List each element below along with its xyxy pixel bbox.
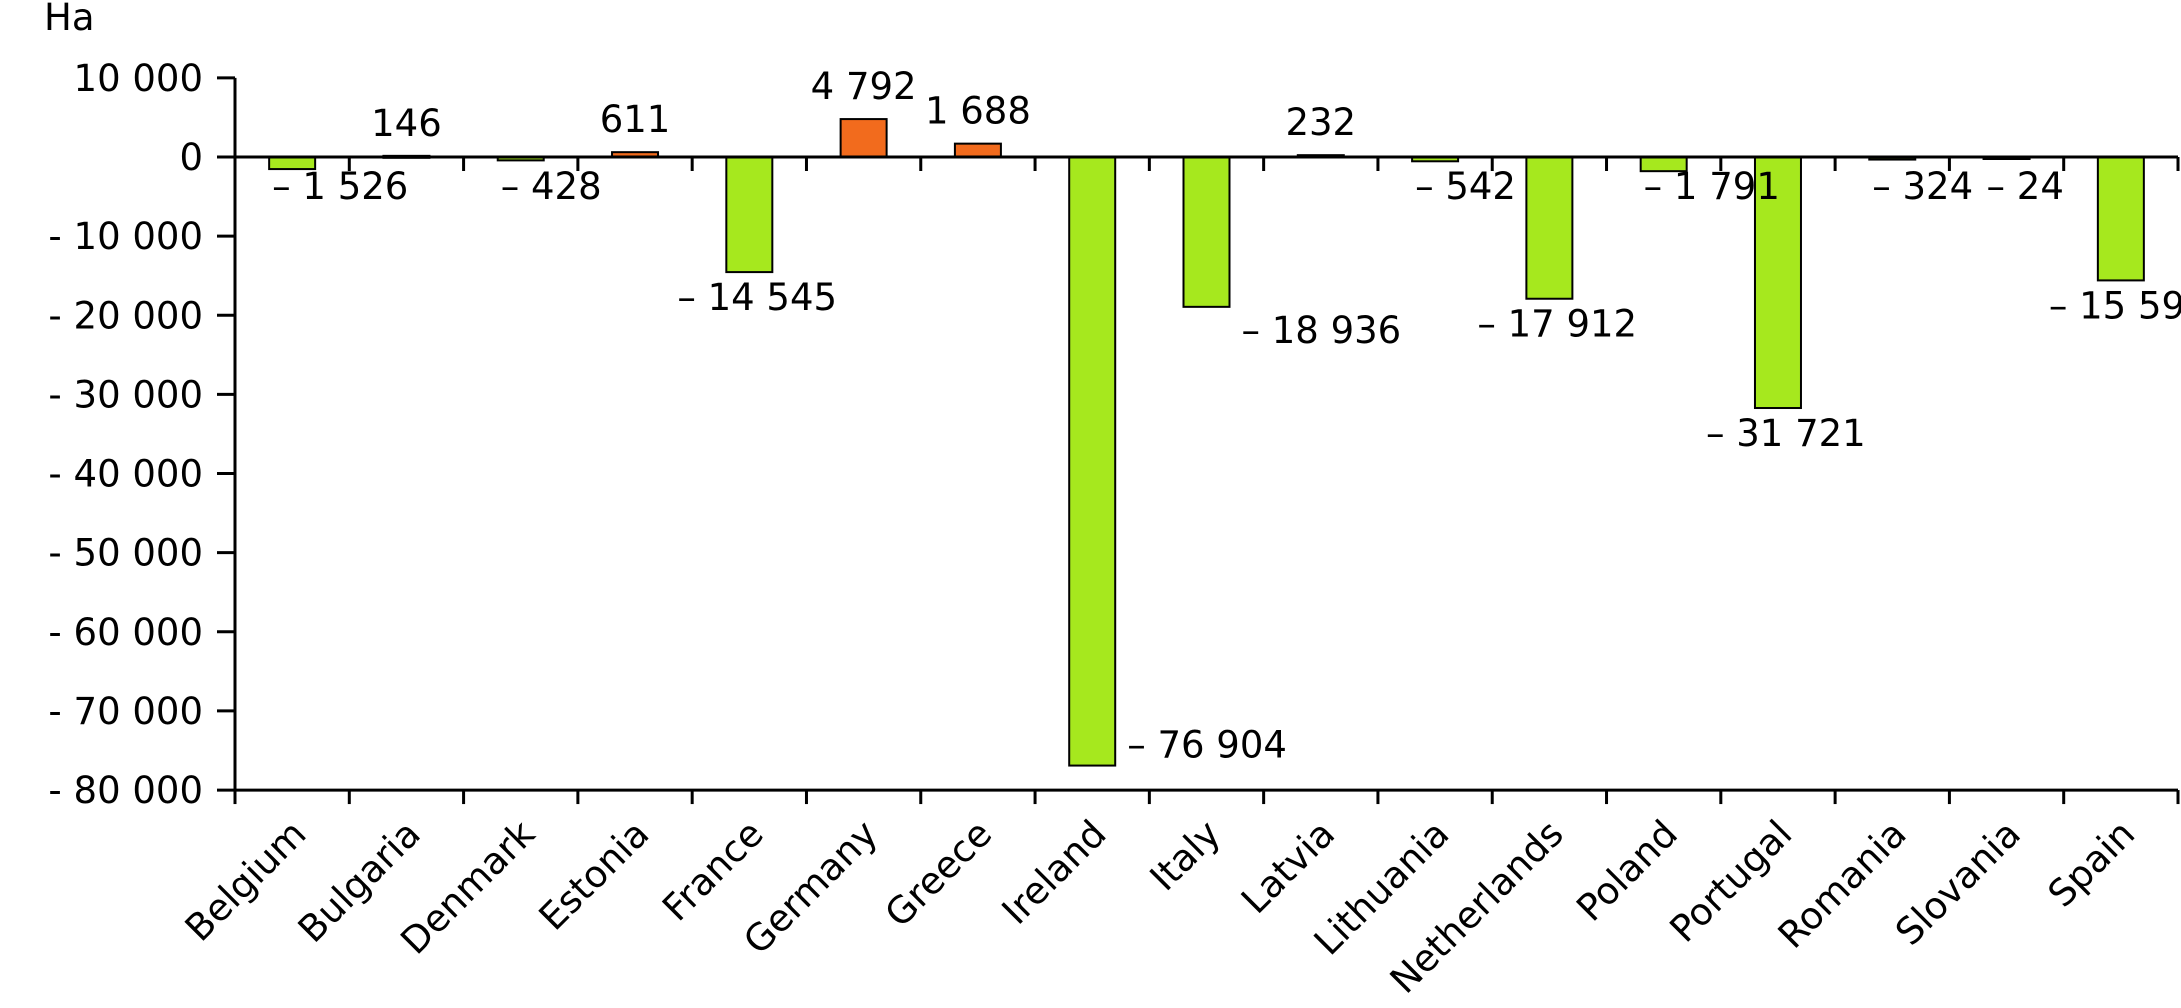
data-label: – 1 526 [272, 165, 408, 208]
y-tick-label: - 20 000 [48, 294, 203, 337]
bar-netherlands [1525, 156, 1574, 300]
bar-germany [839, 118, 888, 158]
y-axis: 10 000 0 - 10 000 - 20 000 - 30 000 - 40 000 -… [48, 57, 237, 812]
y-tick-label: 10 000 [74, 57, 203, 100]
x-tick-label: Estonia [531, 812, 658, 939]
bar-portugal [1753, 156, 1802, 410]
y-tick-label: - 60 000 [48, 611, 203, 654]
data-label: 232 [1285, 101, 1356, 144]
x-tick-label: France [654, 812, 771, 929]
data-label: – 1 791 [1644, 165, 1780, 208]
data-label: – 542 [1415, 165, 1516, 208]
data-label: – 24 [1987, 165, 2064, 208]
x-tick-label: Latvia [1233, 812, 1343, 922]
data-label: – 76 904 [1127, 724, 1287, 767]
bar-greece [953, 142, 1002, 158]
y-tick-label: - 80 000 [48, 769, 203, 812]
x-tick-label: Ireland [994, 812, 1115, 933]
x-tick-label: Poland [1568, 812, 1686, 930]
x-tick-label: Italy [1142, 812, 1229, 899]
x-tick-label: Spain [2040, 812, 2144, 916]
y-tick-label: - 30 000 [48, 373, 203, 416]
data-label: 146 [371, 102, 442, 145]
data-label: – 31 721 [1706, 412, 1866, 455]
data-label: – 324 [1872, 165, 1973, 208]
data-label: – 15 595 [2049, 284, 2181, 327]
data-label: 611 [600, 98, 671, 141]
y-tick-label: - 10 000 [48, 215, 203, 258]
x-tick-label: Slovania [1887, 812, 2029, 954]
x-tick-label: Belgium [177, 812, 315, 950]
x-axis: BelgiumBulgariaDenmarkEstoniaFranceGerma… [177, 155, 2180, 1002]
bar-spain [2096, 156, 2145, 282]
y-tick-label: 0 [179, 136, 203, 179]
bar-ireland [1068, 156, 1117, 767]
data-label: – 14 545 [677, 276, 837, 319]
data-label: – 18 936 [1242, 309, 1402, 352]
bar-france [725, 156, 774, 274]
data-label: 4 792 [811, 65, 917, 108]
x-tick-label: Greece [877, 812, 1001, 936]
y-tick-label: - 40 000 [48, 453, 203, 496]
data-label: – 428 [501, 165, 602, 208]
data-label: 1 688 [925, 90, 1031, 133]
y-tick-label: - 50 000 [48, 532, 203, 575]
y-tick-label: - 70 000 [48, 690, 203, 733]
bar-italy [1182, 156, 1231, 308]
data-label: – 17 912 [1477, 303, 1637, 346]
y-axis-unit-label: Ha [44, 0, 95, 39]
